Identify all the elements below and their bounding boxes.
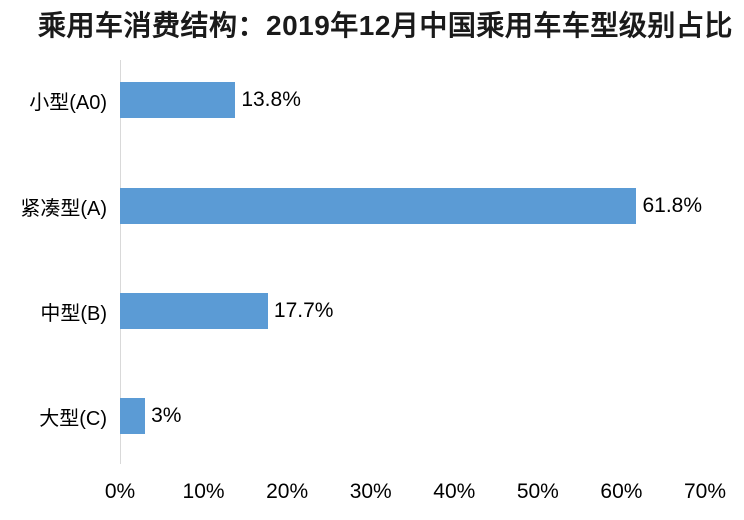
category-label: 小型(A0) bbox=[29, 91, 107, 114]
x-tick-label: 10% bbox=[182, 480, 225, 503]
bar-track: 3% bbox=[120, 398, 705, 434]
x-tick-label: 0% bbox=[104, 480, 136, 503]
bar bbox=[120, 293, 268, 329]
category-label: 大型(C) bbox=[39, 407, 107, 430]
category-label: 中型(B) bbox=[40, 302, 107, 325]
x-tick-label: 60% bbox=[600, 480, 643, 503]
bar-row: 紧凑型(A) 61.8% bbox=[0, 188, 744, 224]
bar-row: 小型(A0) 13.8% bbox=[0, 82, 744, 118]
bar-track: 61.8% bbox=[120, 188, 705, 224]
bar-track: 13.8% bbox=[120, 82, 705, 118]
bar-row: 中型(B) 17.7% bbox=[0, 293, 744, 329]
value-label: 13.8% bbox=[241, 88, 301, 111]
y-axis-line bbox=[120, 60, 121, 464]
x-axis: 0% 10% 20% 30% 40% 50% 60% 70% bbox=[105, 480, 726, 508]
bar bbox=[120, 398, 146, 434]
value-label: 61.8% bbox=[642, 194, 703, 217]
bar bbox=[120, 188, 637, 224]
plot-area: 小型(A0) 13.8% 紧凑型(A) 61.8% 中型(B) 17.7% 大型… bbox=[0, 60, 744, 464]
category-label: 紧凑型(A) bbox=[20, 197, 107, 220]
chart-title: 乘用车消费结构：2019年12月中国乘用车车型级别占比 bbox=[38, 10, 733, 41]
bar-row: 大型(C) 3% bbox=[0, 398, 744, 434]
x-tick-label: 30% bbox=[349, 480, 392, 503]
x-tick-label: 40% bbox=[433, 480, 476, 503]
x-tick-label: 50% bbox=[516, 480, 559, 503]
value-label: 17.7% bbox=[273, 299, 334, 322]
bar bbox=[120, 82, 236, 118]
x-tick-label: 70% bbox=[683, 480, 727, 503]
x-tick-label: 20% bbox=[266, 480, 309, 503]
bar-track: 17.7% bbox=[120, 293, 705, 329]
value-label: 3% bbox=[151, 404, 182, 427]
